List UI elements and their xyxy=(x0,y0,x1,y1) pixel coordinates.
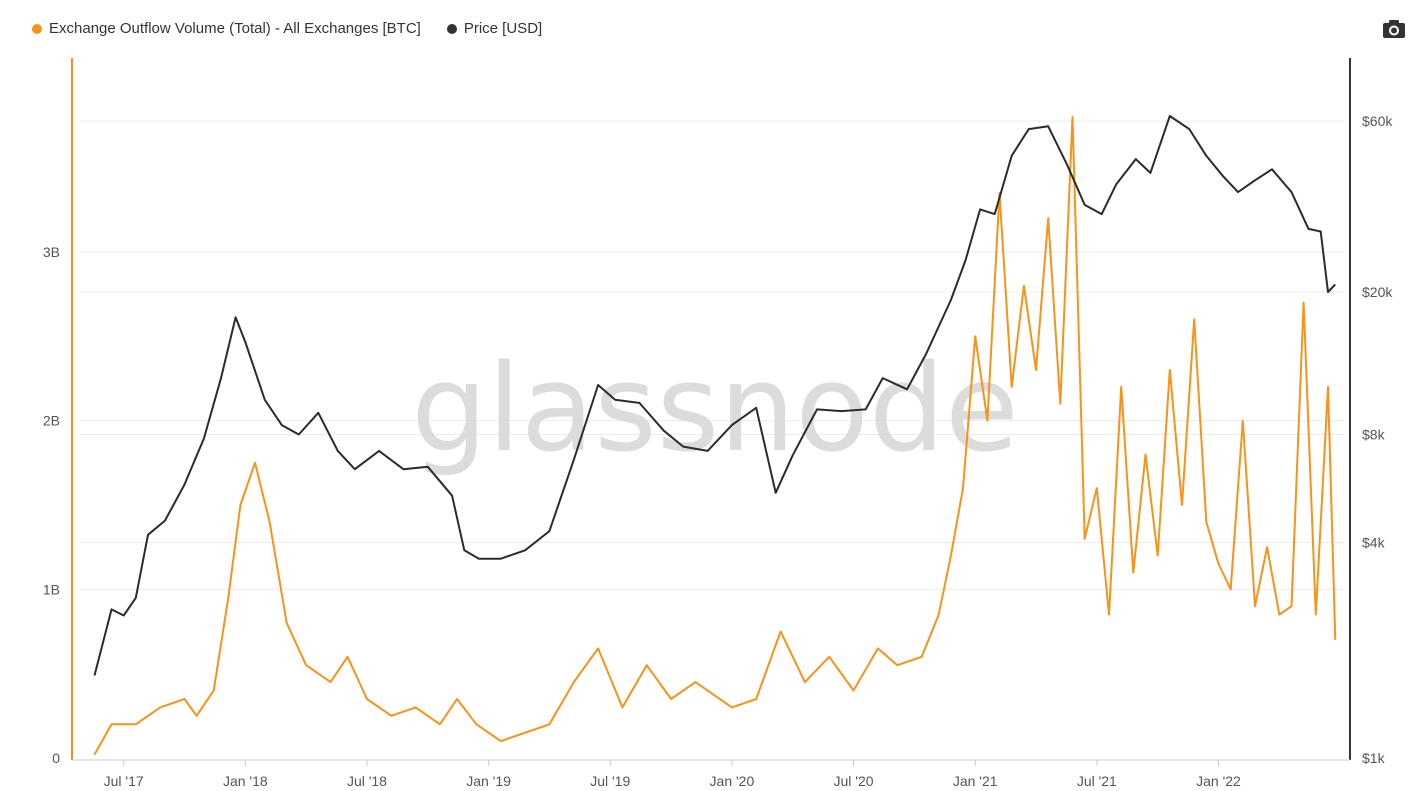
legend-dot-price xyxy=(446,23,457,34)
legend-item-price[interactable]: Price [USD] xyxy=(446,20,543,37)
right-tick-label: $20k xyxy=(1362,284,1393,300)
price-line xyxy=(93,115,1337,676)
right-tick-labels: $1k $4k $8k $20k $60k xyxy=(1362,113,1393,766)
grid-lines xyxy=(80,120,1345,590)
x-tick-label: Jan '18 xyxy=(223,773,268,789)
x-tick-label: Jan '22 xyxy=(1196,773,1241,789)
x-tick-label: Jan '19 xyxy=(466,773,511,789)
right-tick-label: $8k xyxy=(1362,427,1386,443)
x-tick-label: Jan '20 xyxy=(710,773,755,789)
right-tick-label: $4k xyxy=(1362,534,1386,550)
legend-dot-outflow xyxy=(32,23,42,34)
legend-label-outflow: Exchange Outflow Volume (Total) - All Ex… xyxy=(49,20,421,37)
series-lines xyxy=(93,115,1337,756)
left-tick-label: 1B xyxy=(43,581,60,597)
x-tick-label: Jul '17 xyxy=(104,773,144,789)
right-tick-label: $1k xyxy=(1362,750,1386,766)
watermark-text: glassnode xyxy=(411,340,1019,479)
camera-icon[interactable] xyxy=(1382,18,1406,40)
right-tick-label: $60k xyxy=(1362,113,1393,129)
left-tick-labels: 0 1B 2B 3B xyxy=(43,244,60,766)
left-tick-label: 2B xyxy=(43,413,60,429)
legend-item-outflow[interactable]: Exchange Outflow Volume (Total) - All Ex… xyxy=(32,20,421,37)
x-tick-label: Jul '21 xyxy=(1077,773,1117,789)
chart-legend: Exchange Outflow Volume (Total) - All Ex… xyxy=(32,20,542,37)
x-tick-label: Jul '19 xyxy=(590,773,630,789)
outflow-volume-line xyxy=(93,116,1337,756)
left-tick-label: 0 xyxy=(52,750,60,766)
x-tick-label: Jul '18 xyxy=(347,773,387,789)
x-tick-label: Jan '21 xyxy=(953,773,998,789)
left-tick-label: 3B xyxy=(43,244,60,260)
x-tick-label: Jul '20 xyxy=(834,773,874,789)
legend-label-price: Price [USD] xyxy=(463,20,543,37)
x-tick-labels: Jul '17 Jan '18 Jul '18 Jan '19 Jul '19 Jan '… xyxy=(104,760,1241,789)
camera-icon-graphic xyxy=(1383,20,1405,38)
